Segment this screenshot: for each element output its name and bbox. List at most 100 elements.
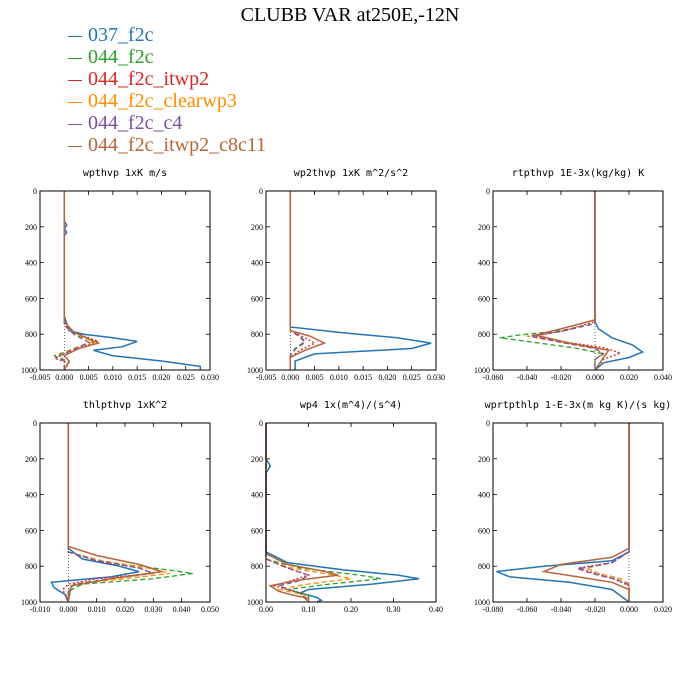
y-tick-label: 0	[33, 419, 37, 428]
x-tick-label: 0.015	[354, 373, 372, 382]
x-tick-label: 0.015	[128, 373, 146, 382]
y-tick-label: 400	[478, 259, 490, 268]
x-tick-label: 0.000	[586, 373, 604, 382]
legend-label: 044_f2c_clearwp3	[88, 90, 237, 112]
series-line	[535, 191, 623, 371]
y-tick-label: 600	[478, 526, 490, 535]
plot-frame	[492, 422, 664, 603]
legend-item: 044_f2c_itwp2_c8c11	[68, 134, 266, 156]
y-tick-label: 400	[25, 259, 37, 268]
x-tick-label: 0.30	[387, 605, 401, 614]
x-tick-label: 0.000	[59, 605, 77, 614]
series-line	[289, 191, 432, 370]
x-tick-label: -0.040	[551, 605, 572, 614]
legend-item: 044_f2c_clearwp3	[68, 90, 266, 112]
y-tick-label: 1000	[247, 598, 263, 607]
x-tick-label: -0.020	[585, 605, 606, 614]
x-tick-label: 0.000	[281, 373, 299, 382]
y-tick-label: 400	[25, 491, 37, 500]
x-tick-label: -0.060	[517, 605, 538, 614]
y-tick-label: 0	[33, 187, 37, 196]
series-line	[584, 423, 630, 602]
y-tick-label: 800	[478, 330, 490, 339]
chart-panel: wprtpthlp 1-E-3x(m kg K)/(s kg) 0 200 400 60…	[474, 400, 672, 614]
y-tick-label: 200	[251, 455, 263, 464]
chart-title: rtpthvp 1E-3x(kg/kg) K	[512, 168, 644, 179]
series-line	[289, 191, 327, 370]
legend-item: 037_f2c	[68, 24, 266, 46]
series-line	[265, 423, 420, 603]
legend-swatch	[68, 57, 82, 59]
plot-frame	[265, 422, 437, 603]
y-tick-label: 1000	[21, 598, 37, 607]
plot-frame	[492, 190, 664, 371]
x-tick-label: 0.010	[330, 373, 348, 382]
y-tick-label: 200	[25, 223, 37, 232]
series-line	[58, 191, 91, 370]
x-tick-label: 0.010	[104, 373, 122, 382]
x-tick-label: -0.060	[483, 373, 504, 382]
y-tick-label: 600	[251, 526, 263, 535]
y-tick-label: 1000	[474, 366, 490, 375]
y-tick-label: 600	[478, 294, 490, 303]
x-tick-label: 0.050	[201, 605, 219, 614]
series-line	[289, 191, 306, 370]
x-tick-label: 0.005	[80, 373, 98, 382]
series-line	[265, 423, 311, 603]
chart-panel: rtpthvp 1E-3x(kg/kg) K02004006008001000-…	[474, 168, 672, 382]
chart-panel: wp2thvp 1xK m^2/s^2 0 200 400 600 800 1000-0.0…	[247, 168, 445, 382]
series-line	[50, 423, 140, 603]
legend-item: 044_f2c_itwp2	[68, 68, 266, 90]
y-tick-label: 0	[259, 187, 263, 196]
x-tick-label: 0.025	[403, 373, 421, 382]
y-tick-label: 0	[486, 187, 490, 196]
series-line	[496, 423, 630, 603]
y-tick-label: 600	[25, 526, 37, 535]
x-tick-label: 0.030	[201, 373, 219, 382]
chart-title: wprtpthlp 1-E-3x(m kg K)/(s kg)	[485, 400, 672, 411]
series-line	[541, 423, 630, 602]
plot-frame	[39, 190, 211, 371]
y-tick-label: 1000	[247, 366, 263, 375]
series-line	[265, 423, 381, 602]
y-tick-label: 1000	[474, 598, 490, 607]
legend-item: 044_f2c	[68, 46, 266, 68]
x-tick-label: -0.020	[551, 373, 572, 382]
series-line	[265, 423, 339, 602]
x-tick-label: 0.00	[259, 605, 273, 614]
x-tick-label: 0.10	[302, 605, 316, 614]
x-tick-label: 0.010	[88, 605, 106, 614]
y-tick-label: 400	[251, 259, 263, 268]
legend-swatch	[68, 35, 82, 37]
x-tick-label: 0.040	[654, 373, 672, 382]
x-tick-label: 0.000	[55, 373, 73, 382]
chart-title: wp4 1x(m^4)/(s^4)	[300, 400, 402, 411]
x-tick-label: 0.030	[144, 605, 162, 614]
x-tick-label: 0.030	[427, 373, 445, 382]
y-tick-label: 1000	[21, 366, 37, 375]
y-tick-label: 800	[251, 562, 263, 571]
plot-frame	[39, 422, 211, 603]
series-line	[577, 423, 630, 602]
y-tick-label: 200	[478, 223, 490, 232]
y-tick-label: 800	[25, 562, 37, 571]
x-tick-label: 0.020	[620, 373, 638, 382]
y-tick-label: 600	[25, 294, 37, 303]
legend-label: 044_f2c_itwp2	[88, 68, 210, 90]
legend-label: 037_f2c	[88, 24, 154, 46]
y-tick-label: 200	[25, 455, 37, 464]
series-line	[53, 191, 96, 370]
series-line	[67, 423, 194, 602]
series-line	[52, 191, 101, 371]
chart-title: wp2thvp 1xK m^2/s^2	[294, 168, 408, 179]
series-line	[265, 423, 311, 603]
legend-label: 044_f2c_itwp2_c8c11	[88, 134, 267, 156]
series-line	[594, 191, 645, 371]
x-tick-label: 0.020	[152, 373, 170, 382]
x-tick-label: -0.005	[30, 373, 51, 382]
y-tick-label: 400	[251, 491, 263, 500]
y-tick-label: 200	[251, 223, 263, 232]
